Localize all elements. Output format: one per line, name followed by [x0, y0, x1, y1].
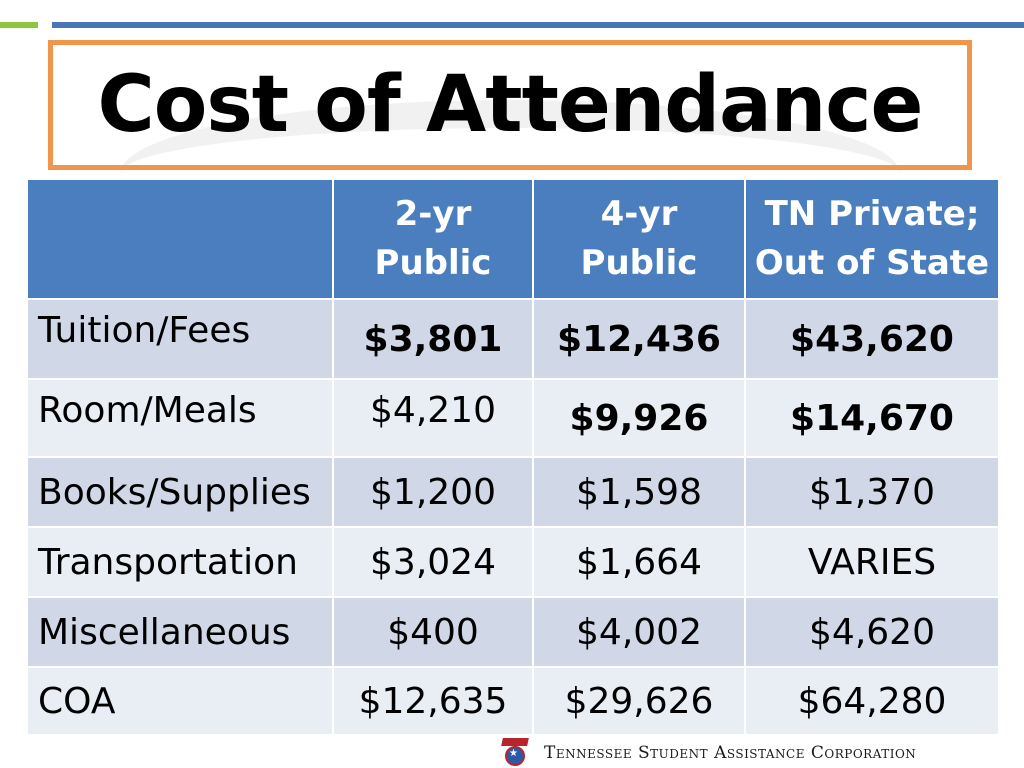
cell-value: $4,620: [744, 596, 1000, 668]
table-row-books: Books/Supplies $1,200 $1,598 $1,370: [26, 456, 1000, 528]
row-label: Room/Meals: [26, 378, 334, 458]
cell-value: $3,024: [332, 526, 534, 598]
table-row-coa: COA $12,635 $29,626 $64,280: [26, 666, 1000, 736]
cell-value: $1,200: [332, 456, 534, 528]
organization-name: Tennessee Student Assistance Corporation: [544, 743, 917, 763]
row-label: Transportation: [26, 526, 334, 598]
cell-value: $43,620: [744, 298, 1000, 380]
page-title: Cost of Attendance: [97, 60, 924, 150]
row-label: Books/Supplies: [26, 456, 334, 528]
cell-value: $1,664: [532, 526, 746, 598]
header-line: Public: [580, 243, 698, 283]
title-box: Cost of Attendance: [48, 40, 972, 170]
cell-value: $64,280: [744, 666, 1000, 736]
row-label: Tuition/Fees: [26, 298, 334, 380]
table-row-room-meals: Room/Meals $4,210 $9,926 $14,670: [26, 378, 1000, 458]
cell-value: $12,436: [532, 298, 746, 380]
seal-circle: [505, 746, 525, 766]
cell-value: $3,801: [332, 298, 534, 380]
table-row-misc: Miscellaneous $400 $4,002 $4,620: [26, 596, 1000, 668]
row-label: COA: [26, 666, 334, 736]
cell-value: $1,598: [532, 456, 746, 528]
header-cell-4yr-public: 4-yr Public: [532, 178, 746, 300]
header-line: Public: [374, 243, 492, 283]
accent-bar-green: [0, 22, 38, 28]
header-cell-empty: [26, 178, 334, 300]
header-line: TN Private;: [764, 193, 980, 234]
cell-value: $14,670: [744, 378, 1000, 458]
cell-value: $400: [332, 596, 534, 668]
cost-table: 2-yr Public 4-yr Public TN Private; Out …: [26, 178, 1000, 736]
header-line: 4-yr: [600, 193, 678, 234]
row-label: Miscellaneous: [26, 596, 334, 668]
cell-value: $29,626: [532, 666, 746, 736]
header-line: 2-yr: [394, 193, 472, 234]
cell-value: $4,210: [332, 378, 534, 458]
table-row-tuition: Tuition/Fees $3,801 $12,436 $43,620: [26, 298, 1000, 380]
cell-value: $4,002: [532, 596, 746, 668]
table-row-transportation: Transportation $3,024 $1,664 VARIES: [26, 526, 1000, 598]
tsac-logo-icon: ★: [500, 738, 530, 768]
table-header-row: 2-yr Public 4-yr Public TN Private; Out …: [26, 178, 1000, 300]
cell-value: VARIES: [744, 526, 1000, 598]
cell-value: $9,926: [532, 378, 746, 458]
header-line: Out of State: [754, 243, 990, 283]
graduation-cap-icon: [501, 738, 529, 746]
header-cell-2yr-public: 2-yr Public: [332, 178, 534, 300]
accent-bar-blue: [52, 22, 1024, 28]
footer: ★ Tennessee Student Assistance Corporati…: [500, 738, 1020, 768]
cell-value: $1,370: [744, 456, 1000, 528]
cell-value: $12,635: [332, 666, 534, 736]
header-cell-tn-private: TN Private; Out of State: [744, 178, 1000, 300]
star-icon: ★: [509, 748, 518, 759]
